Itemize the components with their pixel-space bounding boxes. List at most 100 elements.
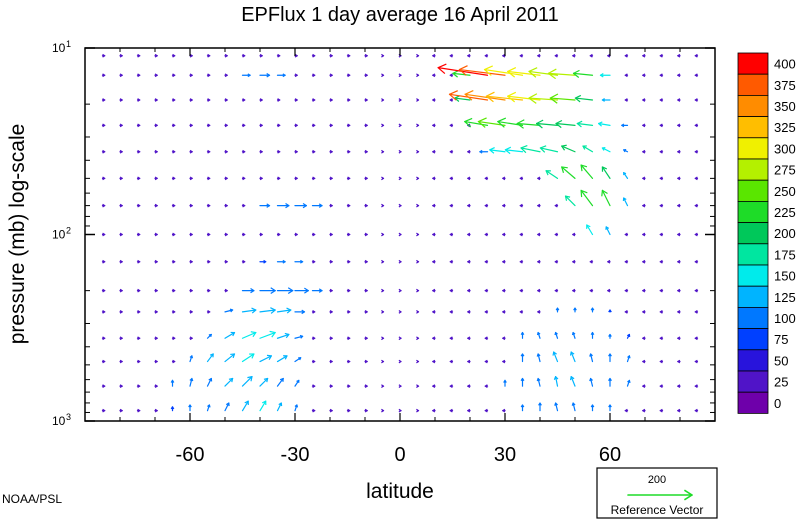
vector-arrow [154,123,158,128]
vector-arrow [572,232,576,237]
vector-arrow [206,404,211,412]
vector-arrow [449,288,454,293]
y-tick-label: 10 [52,41,66,55]
vector-arrow [136,73,141,78]
vector-arrow [259,354,272,363]
vector-arrow [479,149,489,154]
vector-arrow [624,288,629,293]
vector-arrow [154,310,158,314]
x-tick-label: -60 [176,444,205,466]
vector-arrow [101,310,106,314]
vector-arrow [241,176,246,181]
vector-arrow [561,144,576,153]
vector-arrow [119,310,123,314]
vector-arrow [241,98,246,102]
vector-arrow [589,53,594,58]
vector-arrow [574,94,594,103]
vector-arrow [206,149,211,154]
vector-arrow [573,307,577,313]
vector-arrow [224,123,228,128]
vector-arrow [569,376,576,387]
vector-arrow [381,203,385,208]
colorbar-label: 150 [774,269,796,284]
vector-arrow [621,123,629,128]
vector-arrow [206,73,211,78]
vector-arrow [101,123,106,128]
vector-arrow [537,232,541,237]
colorbar-label: 125 [774,290,796,305]
vector-arrow [449,98,454,102]
vector-arrow [467,149,471,154]
vector-arrow [346,408,351,413]
vector-arrow [590,307,595,313]
vector-arrow [398,232,402,237]
vector-arrow [119,384,123,388]
vector-arrow [449,336,454,341]
vector-arrow [624,53,629,58]
vector-arrow [520,144,541,154]
vector-arrow [294,149,298,154]
vector-arrow [329,53,333,58]
vector-arrow [311,408,316,413]
vector-arrow [171,203,176,208]
vector-arrow [467,310,471,314]
vector-arrow [624,259,629,264]
vector-arrow [224,259,228,264]
vector-arrow [416,259,420,264]
vector-arrow [136,123,141,128]
vector-arrow [502,259,506,264]
vector-arrow [294,357,302,363]
vector-arrow [206,377,213,387]
vector-arrow [659,359,664,364]
vector-arrow [224,53,228,58]
vector-arrow [519,310,524,314]
vector-arrow [449,73,454,78]
vector-arrow [623,172,629,179]
vector-arrow [224,98,228,102]
vector-arrow [311,149,316,154]
colorbar-cell [737,137,769,160]
vector-arrow [119,123,123,128]
vector-arrow [136,384,141,388]
colorbar-label: 25 [774,375,788,390]
vector-arrow [601,98,611,102]
vector-arrow [170,406,175,412]
vector-arrow [398,259,402,264]
colorbar-cell [737,349,769,372]
vector-arrow [624,232,629,237]
colorbar-cell [737,222,769,245]
vector-arrow [276,402,283,412]
vector-arrow [659,310,664,314]
vector-arrow [101,384,106,388]
colorbar-label: 200 [774,226,796,241]
vector-arrow [381,288,385,293]
vector-arrow [677,176,681,181]
vector-arrow [432,73,436,78]
vector-arrow [206,333,212,339]
vector-arrow [171,288,176,293]
vector-arrow [467,203,471,208]
vector-arrow [416,123,420,128]
vector-arrow [136,203,141,208]
vector-arrow [694,232,699,237]
vector-arrow [241,400,249,412]
vector-arrow [276,73,286,78]
vector-arrow [677,123,681,128]
vector-arrow [311,73,316,78]
vector-arrow [449,259,454,264]
vector-arrow [189,259,193,264]
vector-arrow [119,53,123,58]
vector-arrow [119,359,123,364]
vector-arrow [642,359,646,364]
vector-arrow [259,307,276,314]
vector-arrow [311,259,316,264]
vector-arrow [677,73,681,78]
vector-arrow [189,149,193,154]
vector-arrow [677,232,681,237]
vector-arrow [381,359,385,364]
vector-arrow [626,379,631,387]
vector-arrow [484,310,489,314]
vector-arrow [437,63,489,76]
vector-arrow [642,98,646,102]
vector-arrow [677,259,681,264]
